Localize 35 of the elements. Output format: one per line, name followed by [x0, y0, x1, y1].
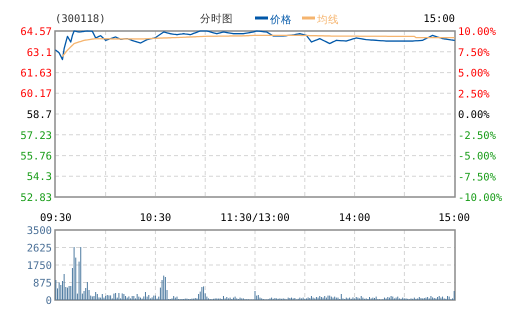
y-tick-label: 57.23: [20, 130, 52, 142]
y2-tick-label: -10.00%: [458, 192, 503, 204]
y-tick-label: 58.7: [26, 109, 52, 121]
y2-tick-label: -7.50%: [458, 171, 497, 184]
y2-tick-label: 10.00%: [458, 26, 497, 38]
legend-label: 价格: [269, 14, 292, 26]
x-tick-label: 09:30: [40, 212, 72, 224]
y-tick-label: 52.83: [20, 192, 52, 204]
legend-label: 均线: [316, 13, 339, 26]
chart-subtitle: (300118): [55, 13, 106, 25]
y-tick-label: 54.3: [26, 171, 52, 184]
y-tick-label: 3500: [26, 225, 52, 237]
x-tick-label: 10:30: [140, 212, 172, 224]
text: 15:00: [423, 13, 455, 25]
line-series: [55, 30, 455, 60]
x-tick-label: 11:30/13:00: [220, 212, 290, 224]
y-tick-label: 875: [33, 278, 52, 290]
y2-tick-label: 2.50%: [458, 88, 490, 100]
y-tick-label: 0: [46, 295, 52, 307]
x-tick-label: 14:00: [338, 212, 370, 224]
y2-tick-label: -2.50%: [458, 130, 497, 142]
y-tick-label: 1750: [26, 260, 52, 272]
y-tick-label: 2625: [26, 242, 52, 254]
y-tick-label: 60.17: [20, 88, 52, 100]
line-series: [62, 34, 455, 57]
y2-tick-label: -5.00%: [458, 150, 497, 162]
y2-tick-label: 0.00%: [458, 109, 490, 121]
chart-title: 分时图: [200, 12, 233, 25]
y-tick-label: 63.1: [26, 46, 52, 59]
y2-tick-label: 5.00%: [458, 68, 490, 80]
y-tick-label: 61.63: [20, 68, 52, 80]
y-tick-label: 55.76: [20, 150, 52, 163]
x-tick-label: 15:00: [438, 212, 470, 224]
y2-tick-label: 7.50%: [458, 46, 490, 59]
y-tick-label: 64.57: [20, 26, 52, 38]
